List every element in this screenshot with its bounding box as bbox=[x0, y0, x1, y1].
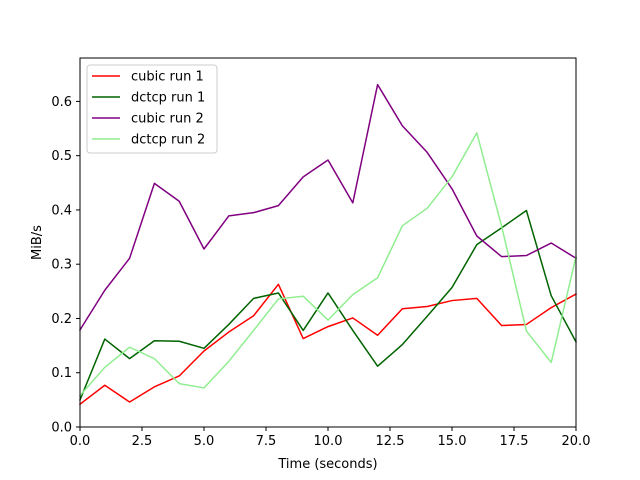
legend-label-2: dctcp run 1 bbox=[131, 91, 205, 106]
legend-label-4: dctcp run 2 bbox=[131, 133, 205, 148]
y-tick-label: 0.2 bbox=[51, 312, 72, 327]
x-tick-label: 17.5 bbox=[500, 434, 529, 449]
y-axis-ticks: 0.0 0.1 0.2 0.3 0.4 0.5 0.6 bbox=[51, 95, 80, 436]
x-tick-label: 15.0 bbox=[438, 434, 467, 449]
y-axis-label: MiB/s bbox=[30, 225, 45, 260]
x-axis-ticks: 0.0 2.5 5.0 7.5 10.0 12.5 15.0 17.5 20.0 bbox=[70, 427, 591, 449]
y-tick-label: 0.3 bbox=[51, 258, 72, 273]
x-tick-label: 2.5 bbox=[132, 434, 153, 449]
legend-box bbox=[86, 64, 218, 154]
x-tick-label: 5.0 bbox=[194, 434, 215, 449]
plot-lines bbox=[78, 83, 578, 406]
series-line-4 bbox=[78, 132, 577, 397]
y-tick-label: 0.6 bbox=[51, 95, 72, 110]
series-line-3 bbox=[78, 83, 578, 331]
y-tick-label: 0.4 bbox=[51, 203, 72, 218]
series-line-1 bbox=[78, 283, 578, 406]
y-tick-label: 0.1 bbox=[51, 366, 72, 381]
y-tick-label: 0.5 bbox=[51, 149, 72, 164]
legend: cubic run 1 dctcp run 1 cubic run 2 dctcp r… bbox=[86, 64, 218, 154]
x-axis-label: Time (seconds) bbox=[277, 457, 377, 472]
legend-label-3: cubic run 2 bbox=[131, 112, 204, 127]
y-tick-label: 0.0 bbox=[51, 421, 72, 436]
x-tick-label: 20.0 bbox=[562, 434, 591, 449]
x-tick-label: 0.0 bbox=[70, 434, 91, 449]
x-tick-label: 12.5 bbox=[376, 434, 405, 449]
x-tick-label: 7.5 bbox=[256, 434, 277, 449]
x-tick-label: 10.0 bbox=[314, 434, 343, 449]
legend-label-1: cubic run 1 bbox=[131, 70, 204, 85]
series-line-2 bbox=[79, 209, 578, 401]
